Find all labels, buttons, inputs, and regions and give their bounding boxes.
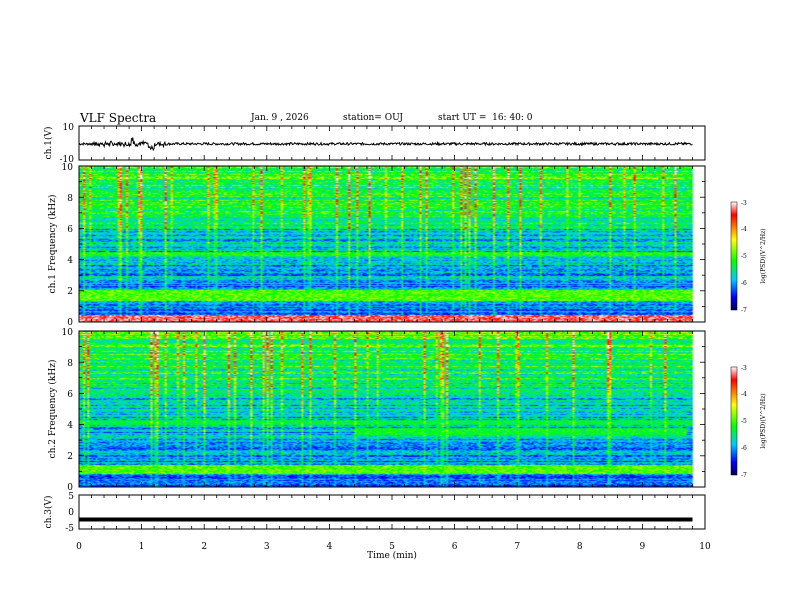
ch2-spectrogram-image <box>79 331 705 487</box>
cb2-tick-m5: -5 <box>741 418 747 425</box>
cb1-tick-m6: -6 <box>741 280 747 287</box>
xtick-3: 3 <box>264 542 270 552</box>
xtick-1: 1 <box>139 542 145 552</box>
ch1spec-ytick-2: 2 <box>67 287 73 297</box>
ch2spec-ytick-2: 2 <box>67 452 73 462</box>
ch3-wave-frame <box>78 494 706 530</box>
ch1spec-ytick-0: 0 <box>67 318 73 328</box>
station-label: station= OUJ <box>343 113 404 123</box>
xtick-5: 5 <box>389 542 395 552</box>
cb1-tick-m4: -4 <box>741 226 747 233</box>
ch1spec-ytick-10: 10 <box>62 163 74 173</box>
ch3-waveform-line <box>79 517 693 522</box>
chart-title: VLF Spectra <box>80 111 157 125</box>
cb2-label: log(PSD)(V^2/Hz) <box>760 393 767 448</box>
cb1-label: log(PSD)(V^2/Hz) <box>760 228 767 283</box>
ch1spec-ytick-4: 4 <box>67 256 73 266</box>
ch2spec-ytick-6: 6 <box>67 390 73 400</box>
cb2-tick-m6: -6 <box>741 445 747 452</box>
ch3-ytick-0: 0 <box>68 508 74 518</box>
xtick-8: 8 <box>577 542 583 552</box>
ch2spec-ytick-4: 4 <box>67 421 73 431</box>
ch3-ytick-5: 5 <box>68 492 74 502</box>
cb1-tick-m3: -3 <box>741 200 747 207</box>
axis-ticks <box>78 126 706 529</box>
colorbar-1 <box>730 201 738 311</box>
ch3-ytick-minus5: -5 <box>65 524 74 534</box>
colorbar-2 <box>730 366 738 476</box>
cb2-tick-m3: -3 <box>741 365 747 372</box>
xtick-0: 0 <box>76 542 82 552</box>
ch1-ytick-bottom: -10 <box>60 155 75 165</box>
ch1-ytick-top: 10 <box>63 123 75 133</box>
ch1-wave-ylabel: ch.1(V) <box>43 127 54 160</box>
cb2-tick-m7: -7 <box>741 472 747 479</box>
xtick-9: 9 <box>640 542 646 552</box>
ch3-wave-ylabel: ch.3(V) <box>43 496 54 529</box>
ch1spec-ytick-6: 6 <box>67 225 73 235</box>
ch1spec-ytick-8: 8 <box>67 194 73 204</box>
ch2-spec-ylabel: ch.2 Frequency (kHz) <box>47 360 58 459</box>
ch2spec-ytick-10: 10 <box>62 328 74 338</box>
x-axis-title: Time (min) <box>367 550 417 561</box>
ch1-waveform-line <box>78 137 693 152</box>
xtick-4: 4 <box>327 542 333 552</box>
start-ut-label: start UT = 16: 40: 0 <box>438 113 533 123</box>
xtick-7: 7 <box>514 542 520 552</box>
cb2-tick-m4: -4 <box>741 391 747 398</box>
xtick-10: 10 <box>699 542 711 552</box>
ch1-spec-ylabel: ch.1 Frequency (kHz) <box>47 195 58 294</box>
ch2spec-ytick-8: 8 <box>67 359 73 369</box>
date-label: Jan. 9 , 2026 <box>251 113 309 123</box>
cb1-tick-m7: -7 <box>741 307 747 314</box>
ch1-spectrogram-image <box>79 166 705 322</box>
xtick-2: 2 <box>201 542 207 552</box>
cb1-tick-m5: -5 <box>741 253 747 260</box>
xtick-6: 6 <box>452 542 458 552</box>
ch2spec-ytick-0: 0 <box>67 483 73 493</box>
